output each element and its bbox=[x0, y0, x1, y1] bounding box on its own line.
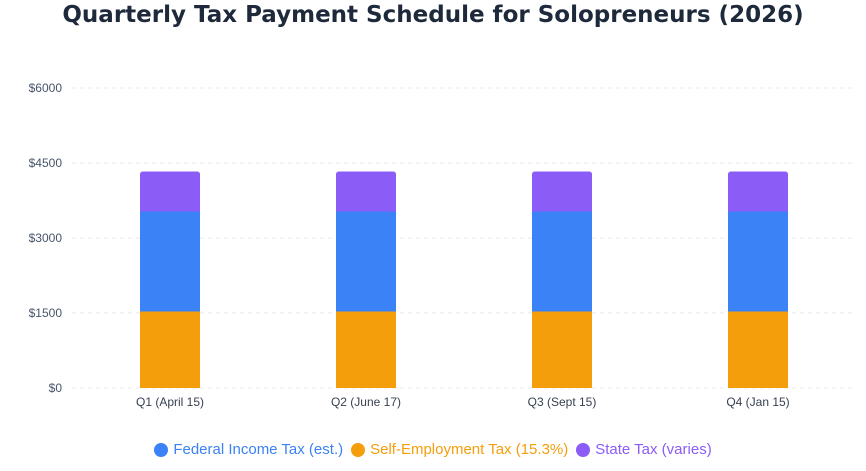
bar-segment[interactable] bbox=[140, 171, 200, 212]
y-tick-label: $4500 bbox=[29, 156, 63, 170]
legend-label: State Tax (varies) bbox=[595, 441, 712, 458]
legend-swatch bbox=[351, 442, 366, 457]
legend-swatch bbox=[154, 442, 169, 457]
bar-segment[interactable] bbox=[728, 311, 788, 389]
bar-segment[interactable] bbox=[336, 171, 396, 212]
bar-segment[interactable] bbox=[728, 211, 788, 312]
bar-segment[interactable] bbox=[140, 211, 200, 312]
legend-label: Self-Employment Tax (15.3%) bbox=[370, 441, 569, 458]
legend-item[interactable]: State Tax (varies) bbox=[576, 441, 712, 458]
bar-segment[interactable] bbox=[140, 311, 200, 389]
legend-swatch bbox=[576, 442, 591, 457]
legend: Federal Income Tax (est.) Self-Employment… bbox=[0, 441, 866, 458]
x-tick-label: Q2 (June 17) bbox=[331, 395, 401, 409]
y-tick-label: $0 bbox=[49, 381, 63, 395]
y-tick-label: $6000 bbox=[29, 81, 63, 95]
legend-label: Federal Income Tax (est.) bbox=[173, 441, 344, 458]
bar-segment[interactable] bbox=[532, 211, 592, 312]
legend-item[interactable]: Federal Income Tax (est.) bbox=[154, 441, 343, 458]
bar-segment[interactable] bbox=[336, 211, 396, 312]
y-tick-label: $3000 bbox=[29, 231, 63, 245]
bar-segment[interactable] bbox=[336, 311, 396, 389]
bar-segment[interactable] bbox=[532, 311, 592, 389]
chart-title: Quarterly Tax Payment Schedule for Solop… bbox=[62, 2, 804, 28]
y-tick-label: $1500 bbox=[29, 306, 63, 320]
x-tick-label: Q3 (Sept 15) bbox=[528, 395, 597, 409]
bar-segment[interactable] bbox=[532, 171, 592, 212]
legend-item[interactable]: Self-Employment Tax (15.3%) bbox=[351, 441, 568, 458]
x-tick-label: Q4 (Jan 15) bbox=[726, 395, 789, 409]
bar-segment[interactable] bbox=[728, 171, 788, 212]
x-tick-label: Q1 (April 15) bbox=[136, 395, 204, 409]
